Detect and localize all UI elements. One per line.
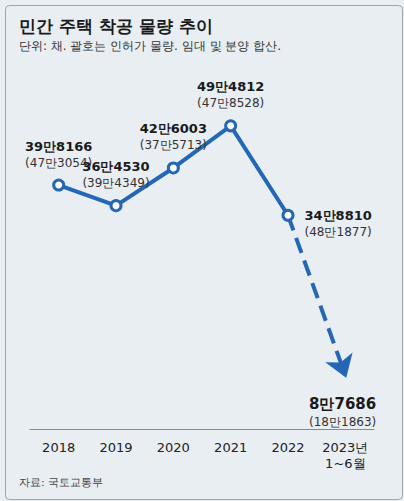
svg-text:8만7686: 8만7686	[309, 395, 376, 413]
svg-text:39만8166: 39만8166	[25, 139, 92, 154]
svg-text:(18만1863): (18만1863)	[309, 415, 376, 429]
svg-text:(47만3054): (47만3054)	[25, 155, 93, 170]
svg-text:2018: 2018	[42, 440, 75, 455]
svg-text:(37만5713): (37만5713)	[140, 138, 207, 152]
svg-text:민간 주택 착공 물량 추이: 민간 주택 착공 물량 추이	[19, 16, 213, 36]
svg-text:1~6월: 1~6월	[325, 456, 365, 471]
svg-text:2020: 2020	[157, 440, 190, 455]
svg-text:(48만1877): (48만1877)	[305, 225, 372, 239]
svg-text:36만4530: 36만4530	[82, 159, 149, 174]
svg-text:34만8810: 34만8810	[304, 208, 371, 223]
svg-text:2023년: 2023년	[322, 440, 368, 455]
svg-text:42만6003: 42만6003	[140, 121, 207, 136]
svg-text:(39만4349): (39만4349)	[82, 176, 149, 190]
svg-text:2019: 2019	[99, 440, 132, 455]
svg-text:2021: 2021	[214, 440, 247, 455]
svg-text:(47만8528): (47만8528)	[197, 96, 264, 110]
svg-text:2022: 2022	[271, 440, 304, 455]
svg-text:49만4812: 49만4812	[197, 79, 264, 94]
svg-text:단위: 채. 괄호는 인허가 물량. 임대 및 분양 합산.: 단위: 채. 괄호는 인허가 물량. 임대 및 분양 합산.	[19, 39, 281, 53]
svg-text:자료: 국토교통부: 자료: 국토교통부	[19, 476, 103, 489]
